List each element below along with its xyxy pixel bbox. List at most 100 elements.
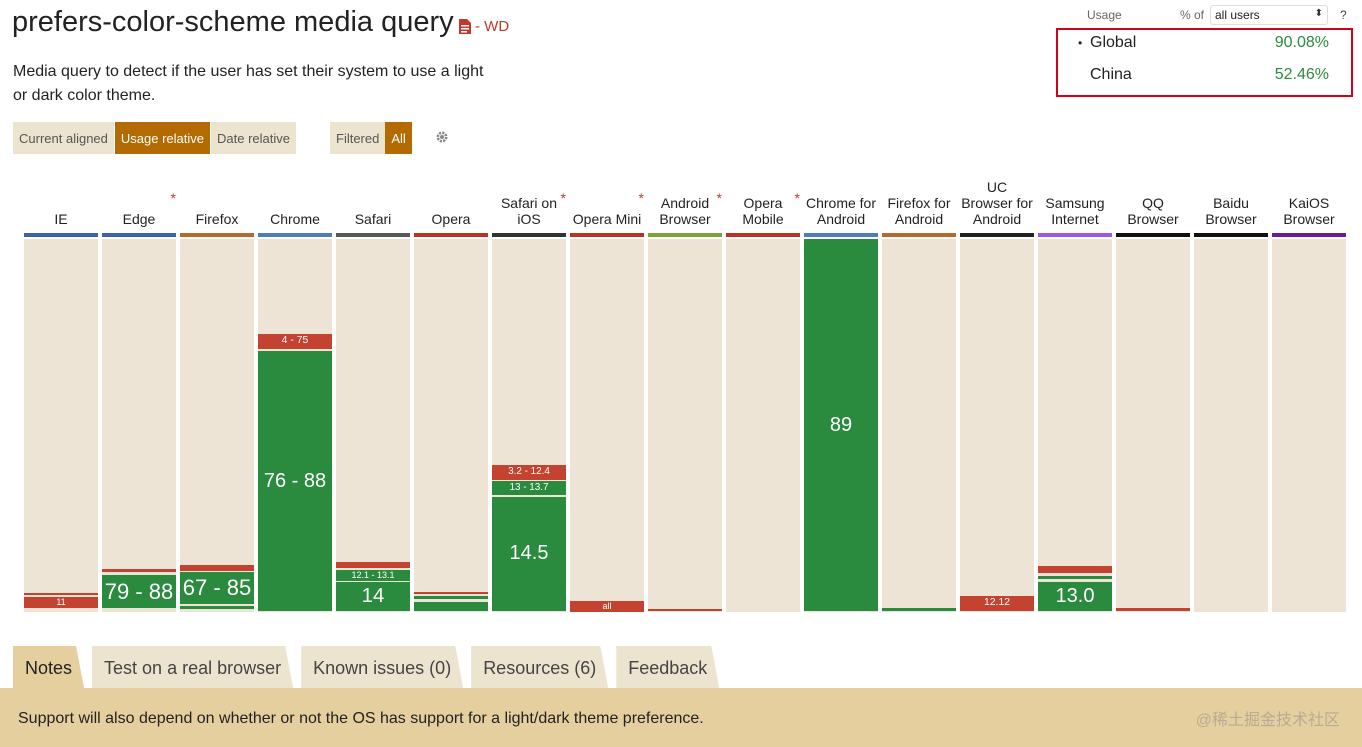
supported-version-cell[interactable]	[414, 596, 488, 599]
usage-track: 12.12	[960, 239, 1034, 612]
filtered-button[interactable]: Filtered	[330, 122, 386, 154]
usage-track: 79 - 88	[102, 239, 176, 612]
note-asterisk-icon: *	[794, 190, 800, 206]
browser-name[interactable]: Firefox for Android	[882, 160, 956, 233]
usage-track: 3.2 - 12.4 13 - 13.7 14.5	[492, 239, 566, 612]
usage-track	[726, 239, 800, 612]
unsupported-version-cell[interactable]: 12.12	[960, 595, 1034, 611]
users-select[interactable]: all users ⬍	[1210, 5, 1328, 25]
supported-version-cell[interactable]	[1038, 575, 1112, 579]
supported-version-cell[interactable]: 14.5	[492, 497, 566, 612]
browser-name[interactable]: Opera Mobile *	[726, 160, 800, 233]
unsupported-version-cell[interactable]	[1116, 608, 1190, 611]
supported-version-cell[interactable]: 76 - 88	[258, 350, 332, 612]
supported-version-cell[interactable]: 12.1 - 13.1	[336, 570, 410, 581]
browser-name[interactable]: Safari on iOS *	[492, 160, 566, 233]
browser-name[interactable]: IE	[24, 160, 98, 233]
tab-resources-6[interactable]: Resources (6)	[471, 646, 608, 688]
browser-color-bar	[180, 233, 254, 237]
note-asterisk-icon: *	[560, 190, 566, 206]
browser-name-label: QQ Browser	[1127, 195, 1179, 227]
browser-color-bar	[24, 233, 98, 237]
browser-name-label: Firefox	[195, 211, 239, 227]
browser-name-label: Safari on iOS	[500, 195, 558, 227]
unsupported-version-cell[interactable]: 11	[24, 597, 98, 609]
unsupported-version-cell[interactable]	[102, 569, 176, 572]
supported-version-cell[interactable]: 14	[336, 582, 410, 612]
supported-version-cell[interactable]	[882, 607, 956, 611]
note-asterisk-icon: *	[716, 190, 722, 206]
supported-version-cell[interactable]	[180, 605, 254, 609]
tab-test-on-a-real-browser[interactable]: Test on a real browser	[92, 646, 293, 688]
view-date-relative-button[interactable]: Date relative	[211, 122, 296, 154]
usage-track	[1116, 239, 1190, 612]
browser-name[interactable]: QQ Browser	[1116, 160, 1190, 233]
browser-name[interactable]: UC Browser for Android	[960, 160, 1034, 233]
usage-track	[648, 239, 722, 612]
usage-value: 90.08%	[1274, 34, 1329, 51]
browser-name-label: Opera	[431, 211, 471, 227]
browser-name[interactable]: Safari	[336, 160, 410, 233]
document-icon	[459, 19, 471, 38]
feature-description: Media query to detect if the user has se…	[13, 63, 484, 104]
browser-name[interactable]: Android Browser *	[648, 160, 722, 233]
usage-track	[1272, 239, 1346, 612]
unsupported-version-cell[interactable]	[24, 592, 98, 595]
usage-help[interactable]: ?	[1340, 8, 1347, 22]
browser-name-label: Opera Mini	[572, 211, 642, 227]
browser-color-bar	[336, 233, 410, 237]
browser-name[interactable]: KaiOS Browser	[1272, 160, 1346, 233]
gear-icon[interactable]	[434, 129, 450, 145]
percent-of-label: % of	[1180, 8, 1205, 22]
browser-name[interactable]: Opera Mini *	[570, 160, 644, 233]
view-current-aligned-button[interactable]: Current aligned	[13, 122, 114, 154]
browser-name-label: Chrome	[270, 211, 320, 227]
spec-status-label[interactable]: - WD	[475, 18, 510, 35]
supported-version-cell[interactable]: 13.0	[1038, 582, 1112, 611]
page-title: prefers-color-scheme media query	[12, 6, 454, 38]
note-asterisk-icon: *	[638, 190, 644, 206]
browser-color-bar	[960, 233, 1034, 237]
browser-color-bar	[1038, 233, 1112, 237]
all-button[interactable]: All	[385, 122, 412, 154]
unsupported-version-cell[interactable]	[648, 609, 722, 612]
tab-feedback[interactable]: Feedback	[616, 646, 719, 688]
usage-track	[414, 239, 488, 612]
supported-version-cell[interactable]: 89	[804, 239, 878, 612]
watermark: @稀土掘金技术社区	[1195, 712, 1340, 729]
view-usage-relative-button[interactable]: Usage relative	[114, 122, 210, 154]
unsupported-version-cell[interactable]	[180, 565, 254, 571]
usage-region: Global	[1090, 34, 1137, 51]
tab-notes[interactable]: Notes	[13, 646, 84, 688]
unsupported-version-cell[interactable]: 4 - 75	[258, 334, 332, 350]
unsupported-version-cell[interactable]: 3.2 - 12.4	[492, 465, 566, 480]
browser-name-label: Firefox for Android	[887, 195, 951, 227]
browser-name-label: Chrome for Android	[805, 195, 877, 227]
browser-name[interactable]: Firefox	[180, 160, 254, 233]
unsupported-version-cell[interactable]	[414, 591, 488, 595]
usage-track	[1194, 239, 1268, 612]
supported-version-cell[interactable]: 13 - 13.7	[492, 481, 566, 496]
select-arrows-icon: ⬍	[1314, 8, 1323, 19]
browser-name[interactable]: Opera	[414, 160, 488, 233]
supported-version-cell[interactable]: 67 - 85	[180, 572, 254, 605]
browser-name[interactable]: Chrome for Android	[804, 160, 878, 233]
usage-track: 67 - 85	[180, 239, 254, 612]
unsupported-version-cell[interactable]	[1038, 566, 1112, 573]
usage-track: 12.1 - 13.1 14	[336, 239, 410, 612]
usage-track: 13.0	[1038, 239, 1112, 612]
tab-known-issues-0[interactable]: Known issues (0)	[301, 646, 463, 688]
spec-status[interactable]: - WD	[459, 18, 509, 38]
supported-version-cell[interactable]	[414, 601, 488, 611]
browser-name[interactable]: Baidu Browser	[1194, 160, 1268, 233]
browser-name[interactable]: Edge *	[102, 160, 176, 233]
note-asterisk-icon: *	[170, 190, 176, 206]
supported-version-cell[interactable]: 79 - 88	[102, 574, 176, 609]
filter-toggle: Filtered All	[330, 122, 412, 154]
unsupported-version-cell[interactable]: all	[570, 601, 644, 612]
usage-value: 52.46%	[1274, 66, 1329, 83]
unsupported-version-cell[interactable]	[336, 561, 410, 569]
browser-color-bar	[648, 233, 722, 237]
browser-name[interactable]: Samsung Internet	[1038, 160, 1112, 233]
browser-name[interactable]: Chrome	[258, 160, 332, 233]
